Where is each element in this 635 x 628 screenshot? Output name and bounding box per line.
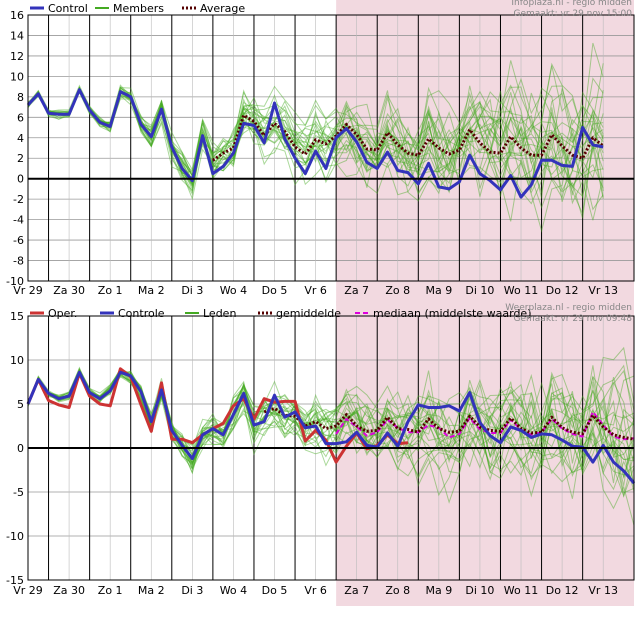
member-line	[27, 86, 604, 205]
legend-label: Members	[113, 2, 164, 15]
member-line	[27, 86, 604, 216]
y-tick-label: -15	[6, 574, 24, 587]
x-day-label: Vr 13	[588, 284, 618, 297]
x-day-label: Vr 13	[588, 584, 618, 597]
x-day-label: Di 3	[181, 584, 203, 597]
y-tick-label: 0	[17, 442, 24, 455]
member-line	[27, 370, 635, 458]
legend-label: Oper.	[48, 307, 77, 320]
y-tick-label: 6	[17, 111, 24, 124]
x-day-label: Za 30	[53, 584, 85, 597]
legend: Control Members Average	[30, 2, 245, 15]
x-day-label: Zo 1	[98, 284, 123, 297]
legend-label: Controle	[118, 307, 165, 320]
x-day-label: Ma 2	[138, 584, 165, 597]
member-line	[27, 346, 635, 470]
x-day-label: Za 30	[53, 284, 85, 297]
y-tick-label: -10	[6, 530, 24, 543]
credit-timestamp: Gemaakt: vr 29 nov 09:48	[514, 314, 633, 324]
y-tick-label: -5	[13, 486, 24, 499]
y-tick-label: 15	[10, 310, 24, 323]
legend-label: Control	[48, 2, 88, 15]
x-day-label: Do 12	[546, 284, 579, 297]
member-line	[27, 62, 604, 222]
legend-label: gemiddelde	[276, 307, 341, 320]
x-day-label: Za 7	[344, 584, 369, 597]
x-day-label: Vr 29	[13, 284, 43, 297]
member-lines	[27, 346, 635, 526]
x-day-label: Ma 2	[138, 284, 165, 297]
member-line	[27, 370, 635, 461]
y-tick-label: 14	[10, 29, 24, 42]
credit-timestamp: Gemaakt: vr 29 nov 15:00	[514, 9, 633, 19]
x-day-label: Do 5	[262, 284, 288, 297]
x-day-label: Di 10	[465, 584, 494, 597]
forecast-shade	[336, 301, 634, 606]
member-line	[27, 91, 604, 233]
x-day-label: Vr 29	[13, 584, 43, 597]
series-line-average	[212, 113, 605, 162]
legend-label: Average	[200, 2, 245, 15]
x-day-label: Zo 8	[385, 284, 410, 297]
y-tick-label: 12	[10, 50, 24, 63]
x-day-label: Do 12	[546, 584, 579, 597]
member-line	[27, 370, 635, 478]
member-line	[27, 86, 604, 196]
x-day-label: Ma 9	[425, 584, 452, 597]
member-line	[27, 369, 635, 494]
y-tick-label: -2	[13, 193, 24, 206]
y-tick-label: 5	[17, 398, 24, 411]
x-day-label: Wo 11	[504, 584, 538, 597]
member-line	[27, 371, 635, 491]
y-tick-label: 10	[10, 70, 24, 83]
x-day-label: Wo 4	[220, 584, 247, 597]
y-tick-label: 10	[10, 354, 24, 367]
series-line-control	[26, 370, 635, 485]
member-line	[27, 368, 635, 475]
chart-panel-2: -15 -10 -5 0 5 10 15 Vr 29 Za 30 Zo 1 Ma 2 Di 3 Wo 4…	[6, 301, 635, 606]
legend: Oper. Controle Leden gemiddelde mediaan (mid…	[30, 307, 531, 320]
y-tick-label: 0	[17, 173, 24, 186]
y-tick-label: -6	[13, 234, 24, 247]
x-day-label: Za 7	[344, 284, 369, 297]
legend-label: mediaan (middelste waarde)	[373, 307, 531, 320]
x-day-label: Zo 8	[385, 584, 410, 597]
member-line	[27, 85, 604, 202]
plot-frame	[27, 315, 635, 581]
y-tick-label: 4	[17, 132, 24, 145]
y-tick-label: 2	[17, 152, 24, 165]
x-day-label: Vr 6	[304, 584, 327, 597]
credit-source: Infoplaza.nl - regio midden	[511, 0, 632, 8]
member-line	[27, 77, 604, 197]
chart-panel-1: -10 -8 -6 -4 -2 0 2 4 6 8 10 12 14 16 Vr 29 Za 30 Zo 1 Ma…	[6, 0, 635, 306]
y-tick-label: 8	[17, 91, 24, 104]
y-tick-label: 16	[10, 9, 24, 22]
member-line	[27, 373, 635, 497]
y-tick-label: -10	[6, 275, 24, 288]
x-day-label: Zo 1	[98, 584, 123, 597]
member-line	[27, 87, 604, 199]
x-day-label: Do 5	[262, 584, 288, 597]
credit-source: Weerplaza.nl - regio midden	[505, 303, 632, 313]
x-day-label: Wo 11	[504, 284, 538, 297]
x-day-label: Vr 6	[304, 284, 327, 297]
y-tick-label: -4	[13, 214, 24, 227]
plot-frame	[27, 14, 635, 282]
legend-label: Leden	[203, 307, 236, 320]
member-line	[27, 365, 635, 464]
series-line-control	[26, 88, 604, 199]
x-day-label: Di 3	[181, 284, 203, 297]
x-day-label: Wo 4	[220, 284, 247, 297]
y-tick-label: -8	[13, 255, 24, 268]
member-line	[27, 372, 635, 492]
member-line	[27, 370, 635, 490]
series-line-average	[263, 406, 635, 441]
member-line	[27, 374, 635, 485]
x-day-label: Ma 9	[425, 284, 452, 297]
x-day-label: Di 10	[465, 284, 494, 297]
